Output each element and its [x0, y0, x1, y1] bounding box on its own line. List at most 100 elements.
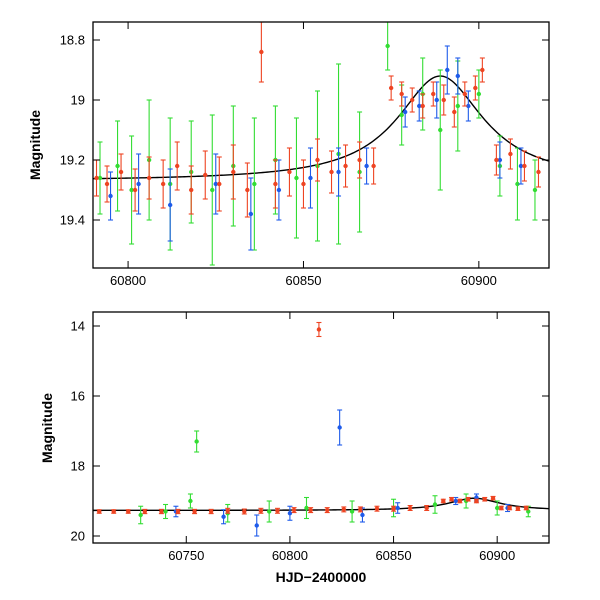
data-point [455, 73, 460, 79]
data-point [497, 157, 503, 163]
data-point [203, 172, 208, 178]
data-point [301, 181, 306, 187]
data-point [364, 163, 369, 169]
data-point [174, 163, 180, 169]
bottom-panel: 60750 60800 60850 60900 14 16 18 20 Magnitude H… [39, 311, 550, 585]
data-point [453, 498, 458, 504]
bottom-series-0 [138, 430, 531, 525]
data-point [462, 91, 468, 97]
data-point [480, 67, 485, 73]
bottom-model-line [93, 497, 549, 512]
data-point [210, 187, 215, 193]
data-point [266, 509, 272, 514]
x-axis-label: HJD−2400000 [276, 569, 367, 585]
y-tick-label: 20 [71, 529, 85, 544]
data-point [138, 512, 143, 518]
data-point [507, 505, 512, 511]
data-point [329, 169, 334, 175]
data-point [163, 509, 168, 514]
y-tick-label: 19.2 [60, 153, 85, 168]
data-point [325, 507, 330, 513]
y-tick-label: 14 [71, 319, 85, 334]
data-point [336, 169, 341, 175]
data-point [287, 169, 292, 175]
data-point [97, 175, 103, 181]
data-point [159, 509, 164, 514]
x-tick-label: 60850 [285, 273, 321, 288]
data-point [104, 181, 110, 187]
data-point [482, 497, 487, 502]
data-point [189, 187, 194, 193]
data-point [374, 506, 380, 511]
data-point [194, 439, 199, 444]
data-point [432, 502, 438, 507]
data-point [360, 512, 365, 518]
y-tick-label: 18 [71, 459, 85, 474]
data-point [445, 67, 450, 73]
top-panel: 60800 60850 60900 18.8 19 19.2 19.4 Magnitude [27, 21, 550, 288]
x-tick-label: 60800 [272, 548, 308, 563]
data-point [304, 505, 309, 511]
data-point [526, 509, 531, 514]
data-point [341, 507, 346, 512]
data-point [213, 181, 218, 187]
data-point [465, 497, 471, 502]
data-point [136, 181, 141, 187]
data-point [524, 505, 529, 511]
y-tick-label: 19.4 [60, 213, 85, 228]
data-point [399, 112, 404, 118]
data-point [252, 181, 257, 187]
top-panel-plot-area [93, 22, 549, 266]
bottom-y-axis-label: Magnitude [39, 393, 55, 463]
data-point [294, 175, 299, 181]
x-tick-label: 60900 [461, 273, 497, 288]
bottom-series-layer [96, 321, 531, 537]
data-point [245, 187, 250, 193]
data-point [129, 187, 134, 193]
data-point [357, 157, 362, 163]
data-point [258, 508, 264, 513]
x-tick-label: 60750 [168, 548, 204, 563]
data-point [142, 509, 148, 514]
data-point [449, 497, 454, 502]
x-tick-label: 60850 [375, 548, 411, 563]
data-point [536, 169, 541, 175]
top-panel-frame [92, 21, 550, 269]
data-point [490, 496, 496, 501]
data-point [457, 498, 463, 504]
data-point [160, 181, 166, 187]
data-point [217, 181, 222, 187]
data-point [391, 506, 396, 511]
y-tick-label: 16 [71, 389, 85, 404]
data-point [532, 187, 538, 193]
data-point [402, 109, 408, 115]
data-point [343, 163, 348, 169]
data-point [424, 505, 429, 511]
data-point [315, 157, 320, 163]
data-point [175, 509, 181, 514]
data-point [316, 327, 322, 332]
data-point [494, 157, 499, 163]
data-point [515, 181, 520, 187]
data-point [434, 97, 439, 103]
data-point [474, 498, 479, 504]
data-point [115, 163, 120, 169]
data-point [466, 103, 471, 109]
data-point [474, 495, 479, 500]
bottom-model-curve [93, 497, 549, 512]
data-point [276, 187, 282, 193]
data-point [308, 507, 313, 513]
data-point [337, 425, 342, 430]
data-point [94, 175, 99, 181]
top-model-curve [93, 75, 549, 180]
data-point [111, 509, 116, 514]
bottom-series-2 [96, 321, 529, 515]
data-point [146, 175, 152, 181]
data-point [388, 85, 394, 91]
bottom-ticks: 60750 60800 60850 60900 14 16 18 20 [71, 312, 549, 563]
data-point [349, 509, 355, 514]
data-point [221, 514, 226, 519]
data-point [97, 509, 102, 514]
x-tick-label: 60900 [479, 548, 515, 563]
data-point [291, 507, 297, 513]
